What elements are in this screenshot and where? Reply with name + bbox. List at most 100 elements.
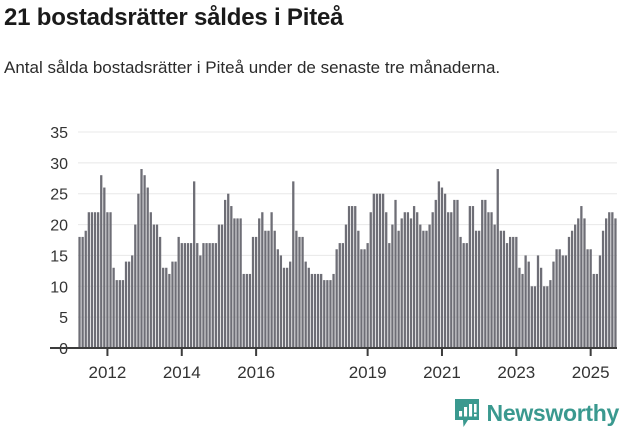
bar[interactable] [375, 193, 379, 348]
bar[interactable] [121, 280, 125, 348]
bar[interactable] [193, 181, 196, 348]
bar[interactable] [304, 261, 307, 348]
bar[interactable] [295, 230, 298, 348]
bar[interactable] [152, 224, 156, 348]
bar[interactable] [425, 230, 428, 348]
bar[interactable] [450, 212, 453, 348]
bar[interactable] [462, 243, 465, 348]
bar[interactable] [465, 243, 468, 348]
bar[interactable] [118, 280, 121, 348]
bar[interactable] [199, 255, 202, 348]
bar[interactable] [502, 230, 506, 348]
bar[interactable] [388, 243, 391, 348]
bar[interactable] [431, 212, 434, 348]
bar[interactable] [363, 249, 366, 348]
bar[interactable] [478, 230, 481, 348]
bar[interactable] [354, 206, 357, 348]
bar[interactable] [589, 249, 592, 348]
bar[interactable] [586, 249, 589, 348]
bar[interactable] [258, 218, 261, 348]
bar[interactable] [490, 212, 493, 348]
bar[interactable] [406, 212, 410, 348]
bar[interactable] [527, 261, 530, 348]
bar[interactable] [453, 199, 456, 348]
bar[interactable] [422, 230, 425, 348]
bar[interactable] [577, 218, 580, 348]
bar[interactable] [536, 255, 540, 348]
bar[interactable] [270, 212, 273, 348]
bar[interactable] [285, 267, 289, 348]
bar[interactable] [580, 206, 583, 348]
bar[interactable] [307, 267, 310, 348]
bar[interactable] [264, 230, 267, 348]
bar[interactable] [357, 230, 360, 348]
bar[interactable] [394, 199, 397, 348]
bar[interactable] [574, 224, 577, 348]
bar[interactable] [242, 273, 245, 348]
bar[interactable] [155, 224, 159, 348]
bar[interactable] [437, 181, 441, 348]
bar[interactable] [558, 249, 561, 348]
bar[interactable] [372, 193, 375, 348]
bar[interactable] [301, 236, 304, 348]
bar[interactable] [530, 286, 533, 348]
bar[interactable] [381, 193, 385, 348]
bar[interactable] [332, 273, 335, 348]
bar[interactable] [115, 280, 118, 348]
bar[interactable] [412, 206, 416, 348]
bar[interactable] [608, 212, 611, 348]
bar[interactable] [127, 261, 131, 348]
bar[interactable] [289, 261, 292, 348]
bar[interactable] [81, 236, 84, 348]
bar[interactable] [87, 212, 90, 348]
bar[interactable] [313, 273, 317, 348]
bar[interactable] [106, 212, 109, 348]
bar[interactable] [310, 273, 314, 348]
bar[interactable] [273, 230, 276, 348]
bar[interactable] [360, 249, 363, 348]
bar[interactable] [124, 261, 128, 348]
bar[interactable] [168, 273, 171, 348]
bar[interactable] [171, 261, 174, 348]
bar[interactable] [103, 187, 106, 348]
bar[interactable] [267, 230, 270, 348]
bar[interactable] [567, 236, 571, 348]
bar[interactable] [208, 243, 211, 348]
bar[interactable] [112, 267, 115, 348]
bar[interactable] [524, 255, 527, 348]
bar[interactable] [447, 212, 450, 348]
bar[interactable] [397, 230, 400, 348]
bar[interactable] [158, 236, 162, 348]
bar[interactable] [131, 255, 134, 348]
bar[interactable] [440, 187, 444, 348]
bar[interactable] [521, 273, 524, 348]
bar[interactable] [493, 224, 496, 348]
bar[interactable] [134, 224, 137, 348]
bar[interactable] [93, 212, 97, 348]
bar[interactable] [508, 236, 512, 348]
bar[interactable] [601, 230, 605, 348]
bar[interactable] [217, 224, 221, 348]
bar[interactable] [205, 243, 208, 348]
bar[interactable] [251, 236, 255, 348]
bar[interactable] [611, 212, 614, 348]
bar[interactable] [326, 280, 329, 348]
bar[interactable] [254, 236, 258, 348]
bar[interactable] [487, 212, 490, 348]
bar[interactable] [227, 193, 230, 348]
bar[interactable] [592, 273, 595, 348]
bar[interactable] [316, 273, 320, 348]
bar[interactable] [428, 224, 431, 348]
bar[interactable] [614, 218, 617, 348]
bar[interactable] [515, 236, 518, 348]
bar[interactable] [146, 187, 149, 348]
bar[interactable] [344, 224, 348, 348]
bar[interactable] [598, 255, 602, 348]
bar[interactable] [369, 212, 372, 348]
bar[interactable] [533, 286, 537, 348]
bar[interactable] [496, 169, 499, 348]
bar[interactable] [282, 267, 286, 348]
bar[interactable] [220, 224, 224, 348]
bar[interactable] [202, 243, 205, 348]
bar[interactable] [186, 243, 190, 348]
